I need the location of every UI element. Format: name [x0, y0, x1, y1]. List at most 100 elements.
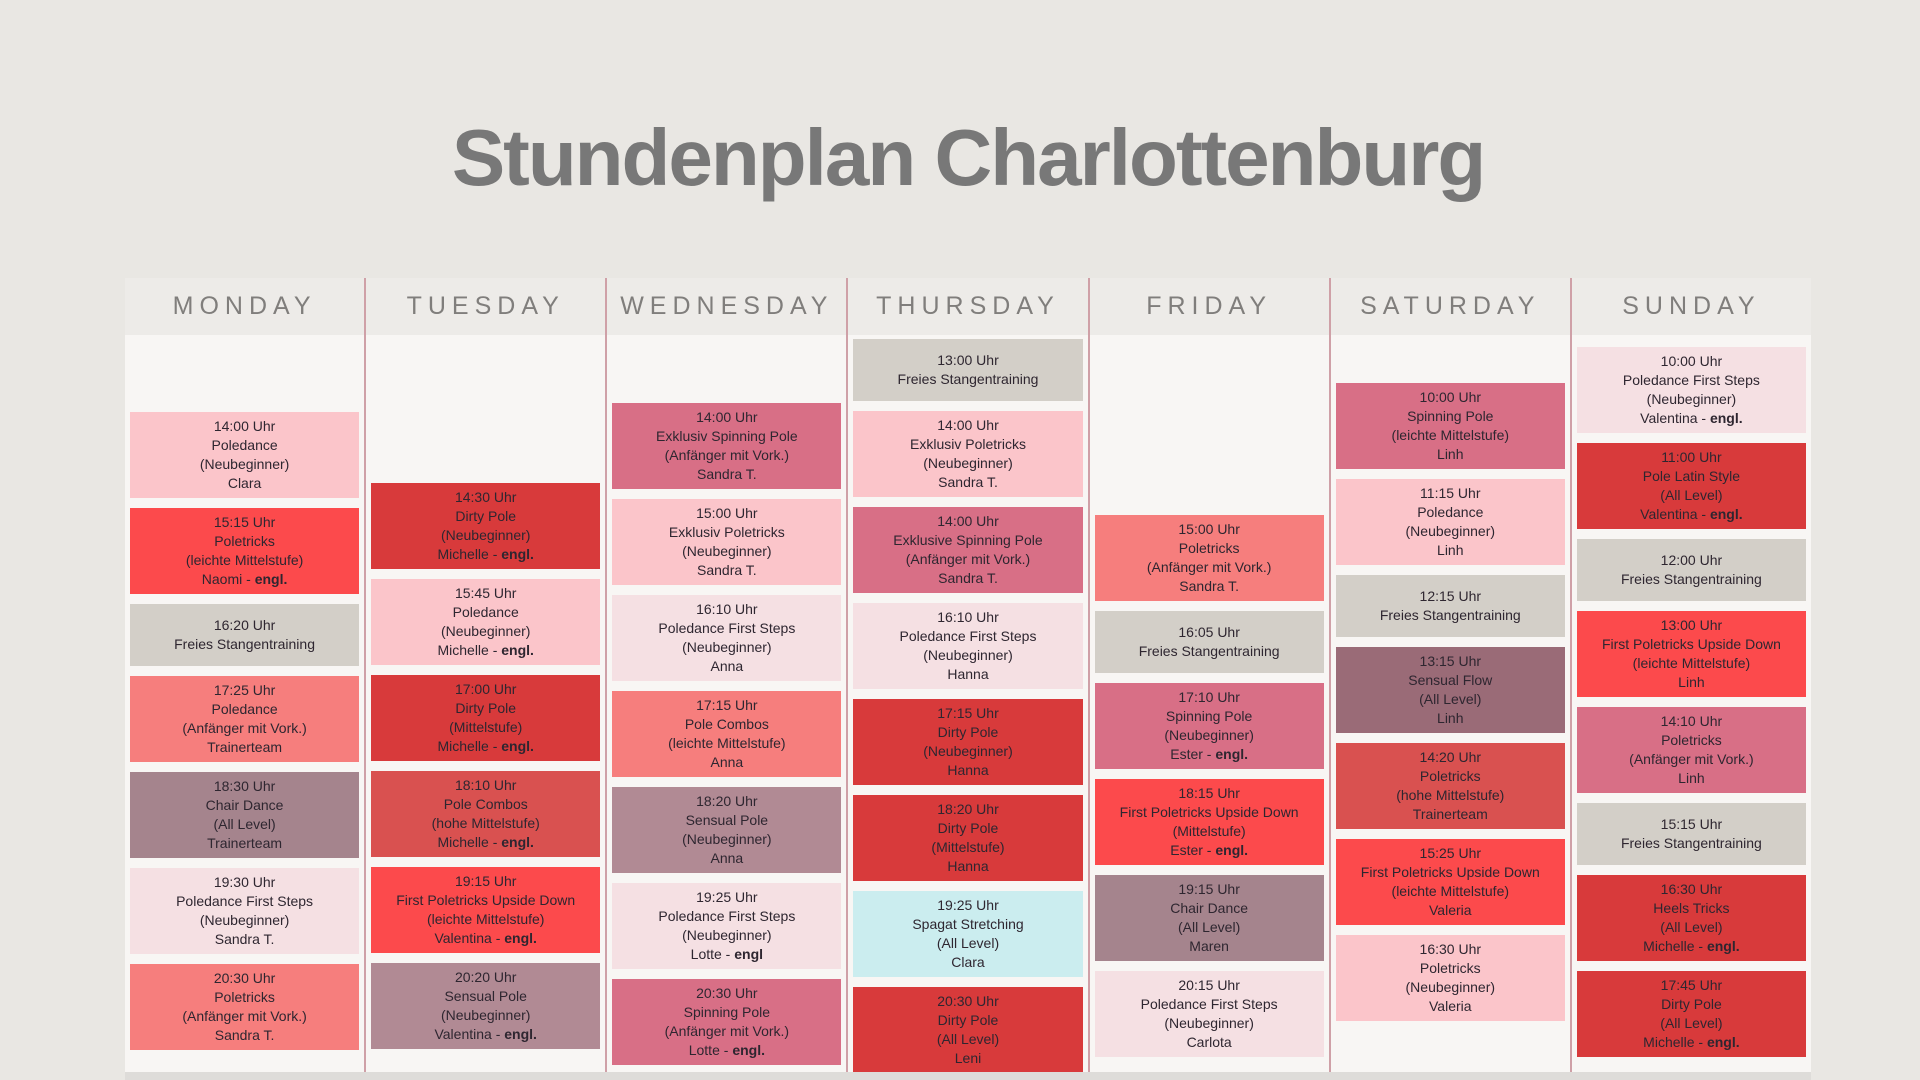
class-time: 10:00 Uhr [1660, 353, 1723, 369]
class-block: 13:00 Uhr First Poletricks Upside Down (le… [1576, 611, 1806, 697]
class-block: 19:25 Uhr Spagat Stretching (All Level) Cla… [853, 891, 1083, 977]
class-level: (Neubeginner) [682, 927, 772, 943]
class-level: (Anfänger mit Vork.) [664, 1023, 790, 1039]
instructor-name: Linh [1437, 446, 1464, 462]
class-block: 17:15 Uhr Dirty Pole (Neubeginner) Hanna [853, 699, 1083, 785]
class-level: (Neubeginner) [923, 647, 1013, 663]
instructor-name: Michelle - [437, 834, 498, 850]
class-instructor: Valentina - engl. [377, 929, 594, 948]
class-level: (Neubeginner) [682, 831, 772, 847]
instructor-name: Sandra T. [214, 931, 275, 947]
class-title: Poledance First Steps [176, 893, 314, 909]
class-title: Chair Dance [1170, 900, 1249, 916]
class-time: 15:15 Uhr [213, 514, 276, 530]
day-column-thursday: THURSDAY 13:00 Uhr Freies Stangentraining 1… [848, 278, 1090, 1072]
class-time: 17:25 Uhr [213, 682, 276, 698]
class-instructor: Lotte - engl [618, 945, 835, 964]
instructor-name: Anna [710, 850, 744, 866]
class-title: Sensual Pole [685, 812, 769, 828]
class-instructor: Linh [1583, 673, 1800, 692]
class-instructor: Ester - engl. [1101, 841, 1318, 860]
class-level: (Anfänger mit Vork.) [1146, 559, 1272, 575]
class-time: 12:15 Uhr [1419, 588, 1482, 604]
class-time: 15:00 Uhr [1178, 521, 1240, 537]
class-time: 12:00 Uhr [1660, 552, 1723, 568]
class-title: Poletricks [1661, 732, 1722, 748]
class-time: 15:00 Uhr [696, 505, 758, 521]
class-level: (hohe Mittelstufe) [431, 815, 540, 831]
class-title: Pole Combos [684, 716, 769, 732]
english-flag: engl. [501, 642, 534, 658]
day-header-label: FRIDAY [1089, 278, 1329, 335]
class-level: (Neubeginner) [682, 639, 772, 655]
class-time: 14:10 Uhr [1660, 713, 1723, 729]
class-title: Spinning Pole [1407, 408, 1494, 424]
instructor-name: Hanna [947, 858, 989, 874]
class-block: 19:30 Uhr Poledance First Steps (Neubeginn… [130, 868, 360, 954]
class-block: 19:15 Uhr Chair Dance (All Level) Maren [1094, 875, 1324, 961]
class-block: 19:15 Uhr First Poletricks Upside Down (le… [371, 867, 601, 953]
class-instructor: Trainerteam [136, 834, 353, 853]
class-title: First Poletricks Upside Down [396, 892, 576, 908]
class-block: 14:10 Uhr Poletricks (Anfänger mit Vork.) L… [1576, 707, 1806, 793]
class-block: 16:05 Uhr Freies Stangentraining [1094, 611, 1324, 673]
english-flag: engl. [504, 1026, 537, 1042]
class-block: 14:00 Uhr Exklusiv Poletricks (Neubeginner… [853, 411, 1083, 497]
instructor-name: Linh [1678, 770, 1705, 786]
class-title: Exklusive Spinning Pole [893, 532, 1043, 548]
instructor-name: Michelle - [437, 642, 498, 658]
class-time: 20:30 Uhr [696, 985, 758, 1001]
class-level: (All Level) [1178, 919, 1241, 935]
english-flag: engl. [501, 738, 534, 754]
instructor-name: Valentina - [1640, 506, 1707, 522]
class-instructor: Anna [618, 657, 835, 676]
instructor-name: Leni [954, 1050, 982, 1066]
class-title: Pole Combos [443, 796, 528, 812]
instructor-name: Sandra T. [697, 562, 757, 578]
english-flag: engl. [1215, 842, 1249, 858]
english-flag: engl. [501, 546, 534, 562]
class-time: 19:15 Uhr [1178, 881, 1240, 897]
class-instructor: Valentina - engl. [1583, 505, 1800, 524]
class-instructor: Anna [618, 849, 835, 868]
class-time: 11:15 Uhr [1420, 485, 1481, 501]
class-block: 20:30 Uhr Spinning Pole (Anfänger mit Vork… [612, 979, 842, 1065]
class-block: 16:10 Uhr Poledance First Steps (Neubeginn… [853, 603, 1083, 689]
class-level: (Anfänger mit Vork.) [1629, 751, 1754, 767]
day-header-label: WEDNESDAY [607, 278, 847, 335]
class-block: 20:15 Uhr Poledance First Steps (Neubeginn… [1094, 971, 1324, 1057]
class-instructor: Leni [859, 1049, 1076, 1068]
english-flag: engl. [501, 834, 534, 850]
class-level: (Anfänger mit Vork.) [664, 447, 790, 463]
board-footer-strip [125, 1072, 1811, 1080]
class-block: 19:25 Uhr Poledance First Steps (Neubeginn… [612, 883, 842, 969]
instructor-name: Maren [1189, 938, 1229, 954]
class-title: Poledance [211, 701, 278, 717]
class-level: (Anfänger mit Vork.) [905, 551, 1031, 567]
class-block: 16:10 Uhr Poledance First Steps (Neubeginn… [612, 595, 842, 681]
class-level: (leichte Mittelstufe) [185, 552, 304, 568]
instructor-name: Linh [1437, 542, 1464, 558]
class-title: Freies Stangentraining [897, 371, 1039, 387]
class-title: Freies Stangentraining [1620, 571, 1762, 587]
class-level: (Anfänger mit Vork.) [182, 720, 307, 736]
class-instructor: Ester - engl. [1101, 745, 1318, 764]
class-title: Poledance First Steps [658, 908, 796, 924]
class-level: (All Level) [1660, 1015, 1723, 1031]
class-title: Poledance [211, 437, 278, 453]
instructor-name: Linh [1437, 710, 1464, 726]
class-time: 18:30 Uhr [213, 778, 276, 794]
class-level: (All Level) [1419, 691, 1482, 707]
class-level: (All Level) [213, 816, 276, 832]
class-title: Spagat Stretching [912, 916, 1024, 932]
class-level: (Neubeginner) [1164, 1015, 1254, 1031]
class-block: 18:10 Uhr Pole Combos (hohe Mittelstufe) Mi… [371, 771, 601, 857]
class-time: 18:10 Uhr [454, 777, 517, 793]
class-block: 13:15 Uhr Sensual Flow (All Level) Linh [1335, 647, 1565, 733]
instructor-name: Sandra T. [214, 1027, 275, 1043]
class-instructor: Lotte - engl. [618, 1041, 835, 1060]
class-instructor: Valeria [1342, 997, 1559, 1016]
class-block: 14:00 Uhr Poledance (Neubeginner) Clara [130, 412, 360, 498]
class-title: Poledance First Steps [1622, 372, 1760, 388]
instructor-name: Michelle - [1643, 938, 1704, 954]
